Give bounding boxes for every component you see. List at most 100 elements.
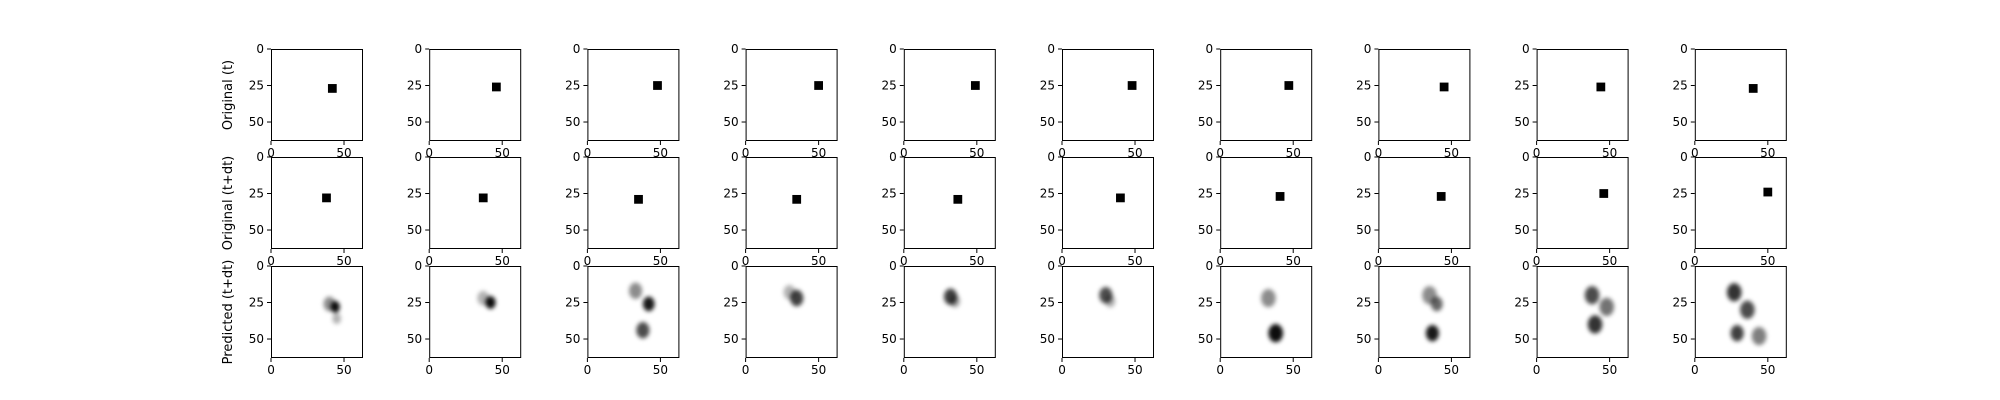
x-tick-label: 0 [1533, 146, 1541, 160]
axes-frame [1378, 49, 1471, 141]
y-tick-label: 25 [1514, 79, 1529, 93]
y-tick-label: 25 [407, 296, 422, 310]
y-tick-label: 50 [407, 115, 422, 129]
x-tick-label: 0 [1533, 254, 1541, 268]
x-tick-label: 0 [1375, 363, 1383, 377]
axes-frame [429, 266, 522, 358]
x-tick-label: 50 [653, 146, 668, 160]
image-background [903, 49, 996, 141]
panel-row1-col3: 0 25 50 0 50 [565, 42, 680, 160]
y-tick-label: 50 [1514, 223, 1529, 237]
x-tick-label: 0 [1058, 254, 1066, 268]
axes-frame [1536, 266, 1629, 358]
axes-frame [271, 49, 363, 141]
x-tick-label: 50 [495, 363, 510, 377]
square-mark [327, 84, 337, 93]
panel-row3-col6: 0 25 50 0 50 [1040, 259, 1154, 377]
x-tick-label: 50 [336, 254, 351, 268]
prediction-blob [1268, 324, 1283, 343]
image-background [587, 266, 680, 358]
x-tick-label: 50 [1286, 146, 1301, 160]
x-tick-label: 50 [811, 146, 826, 160]
panel-row2-col9: 0 25 50 0 50 [1514, 150, 1629, 268]
panel-row3-col9: 0 25 50 0 50 [1514, 259, 1629, 377]
axes-frame [587, 157, 680, 249]
axes-frame [429, 49, 522, 141]
square-mark [1284, 81, 1294, 90]
y-tick-label: 25 [1356, 296, 1371, 310]
axes-frame [903, 157, 996, 249]
y-tick-label: 25 [1673, 296, 1688, 310]
panel-row1-col8: 0 25 50 0 50 [1356, 42, 1471, 160]
axes-frame [1378, 266, 1471, 358]
y-tick-label: 0 [256, 259, 264, 273]
prediction-blob [783, 284, 796, 300]
panel-row1-col9: 0 25 50 0 50 [1514, 42, 1629, 160]
y-tick-label: 0 [1680, 42, 1688, 56]
x-tick-label: 50 [1602, 363, 1617, 377]
prediction-blob [1587, 315, 1603, 334]
y-tick-label: 50 [723, 332, 738, 346]
square-mark [491, 82, 501, 92]
square-mark [634, 194, 643, 204]
y-tick-label: 50 [1514, 115, 1529, 129]
image-background [271, 49, 363, 141]
image-background [429, 49, 522, 141]
y-tick-label: 50 [882, 115, 897, 129]
y-tick-label: 25 [723, 79, 738, 93]
x-tick-label: 50 [1127, 363, 1142, 377]
y-tick-label: 25 [882, 187, 897, 201]
panel-row1-col7: 0 25 50 0 50 [1198, 42, 1313, 160]
y-tick-label: 25 [1356, 187, 1371, 201]
y-tick-label: 0 [731, 42, 739, 56]
y-tick-label: 50 [1198, 332, 1213, 346]
axes-frame [1220, 49, 1313, 141]
axes-frame [1062, 266, 1154, 358]
x-tick-label: 0 [900, 146, 908, 160]
axes-frame [271, 157, 363, 249]
x-tick-label: 0 [267, 146, 275, 160]
x-tick-label: 0 [1216, 363, 1224, 377]
panel-row1-col4: 0 25 50 0 50 [723, 42, 838, 160]
y-tick-label: 0 [1680, 259, 1688, 273]
y-tick-label: 25 [565, 296, 580, 310]
axes-frame [1062, 49, 1154, 141]
square-mark [653, 81, 662, 90]
image-background [1062, 49, 1154, 141]
x-tick-label: 0 [1375, 254, 1383, 268]
prediction-blob [629, 282, 643, 300]
x-tick-label: 0 [1691, 363, 1699, 377]
image-background [429, 266, 522, 358]
panel-row1-col10: 0 25 50 0 50 [1673, 42, 1787, 160]
y-tick-label: 0 [256, 150, 264, 164]
x-tick-label: 50 [653, 254, 668, 268]
image-background [1536, 49, 1629, 141]
prediction-blob [323, 296, 336, 312]
x-tick-label: 0 [584, 146, 592, 160]
square-mark [953, 194, 963, 204]
y-tick-label: 0 [415, 150, 423, 164]
image-background [587, 49, 680, 141]
panel-row3-col7: 0 25 50 0 50 [1198, 259, 1313, 377]
axes-frame [1694, 266, 1787, 358]
image-background [1694, 157, 1787, 249]
y-tick-label: 50 [1040, 332, 1055, 346]
square-mark [1116, 193, 1125, 203]
x-tick-label: 0 [425, 146, 433, 160]
panel-row3-col10: 0 25 50 0 50 [1673, 259, 1787, 377]
y-tick-label: 0 [1047, 150, 1055, 164]
axes-frame [1220, 157, 1313, 249]
prediction-blob [332, 313, 342, 325]
y-tick-label: 0 [1522, 259, 1530, 273]
square-mark [1599, 189, 1609, 198]
x-tick-label: 50 [1444, 363, 1459, 377]
y-tick-label: 0 [415, 42, 423, 56]
x-tick-label: 0 [900, 254, 908, 268]
y-tick-label: 50 [1356, 115, 1371, 129]
square-mark [792, 194, 802, 204]
y-tick-label: 0 [256, 42, 264, 56]
panel-row3-col5: 0 25 50 0 50 [882, 259, 996, 377]
x-tick-label: 50 [1760, 146, 1775, 160]
image-background [1536, 266, 1629, 358]
y-tick-label: 50 [1673, 332, 1688, 346]
